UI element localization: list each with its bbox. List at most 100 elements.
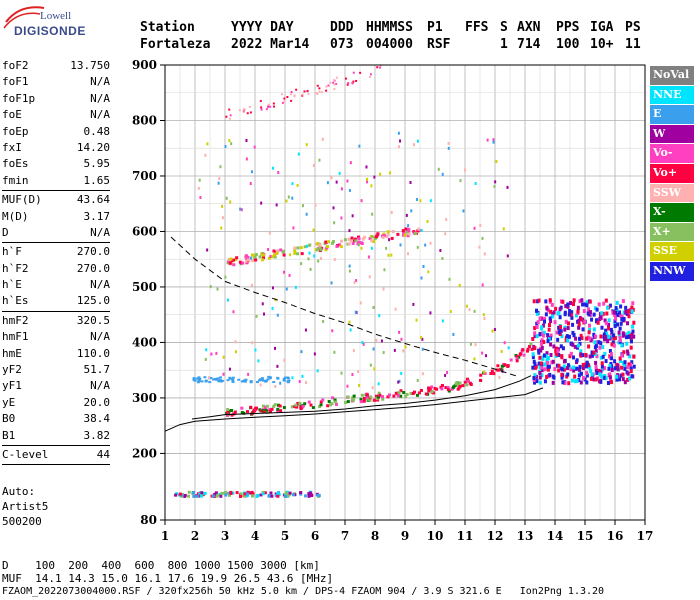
echo-point <box>618 356 622 361</box>
echo-point <box>268 493 272 497</box>
echo-point <box>619 373 623 378</box>
echo-point <box>624 335 628 340</box>
echo-point <box>230 142 233 146</box>
echo-point <box>332 206 335 210</box>
echo-point <box>326 245 330 249</box>
x-tick-label: 7 <box>341 529 349 543</box>
echo-point <box>465 383 469 387</box>
echo-point <box>353 280 356 284</box>
echo-point <box>227 491 231 495</box>
echo-point <box>204 379 208 382</box>
echo-point <box>397 391 401 395</box>
echo-point <box>572 368 576 373</box>
echo-point <box>309 403 313 407</box>
echo-point <box>230 409 234 413</box>
echo-point <box>588 336 592 341</box>
echo-point <box>544 354 548 359</box>
echo-point <box>317 259 320 263</box>
echo-point <box>546 339 550 344</box>
echo-point <box>377 395 381 399</box>
header-s: S <box>500 20 508 35</box>
echo-point <box>449 310 452 314</box>
echo-point <box>570 310 574 315</box>
echo-point <box>284 491 288 495</box>
echo-point <box>627 309 631 314</box>
param-row: hmE 110.0 <box>2 346 110 360</box>
header-date-value: 2022 Mar14 <box>231 37 310 52</box>
echo-point <box>233 410 237 414</box>
param-row: fxI 14.20 <box>2 140 110 154</box>
echo-point <box>240 208 243 212</box>
parameters-panel: foF2 13.750 foF1 N/A foF1p N/A foE N/A foEp 0… <box>2 58 110 466</box>
echo-point <box>506 185 509 189</box>
echo-point <box>592 332 596 337</box>
echo-point <box>615 377 619 382</box>
param-row: foF1p N/A <box>2 91 110 105</box>
echo-point <box>308 251 311 255</box>
echo-point <box>276 409 280 413</box>
legend-item-noval: NoVal <box>650 66 694 85</box>
legend-item-vo-plus: Vo+ <box>650 163 694 183</box>
echo-point <box>277 170 280 174</box>
echo-point <box>607 366 611 371</box>
echo-point <box>391 229 395 233</box>
echo-point <box>249 182 252 186</box>
echo-point <box>575 358 579 363</box>
param-group-profile: hmF2 320.5 hmF1 N/A hmE 110.0 yF2 51.7 yF1 N/… <box>2 313 110 444</box>
echo-point <box>203 491 207 495</box>
echo-point <box>416 229 420 233</box>
echo-point <box>405 213 408 217</box>
echo-point <box>324 248 328 252</box>
echo-point <box>303 245 307 249</box>
echo-point <box>402 391 406 395</box>
echo-point <box>362 399 366 403</box>
echo-point <box>585 370 589 375</box>
polarization-legend: NoVal NNE E W Vo- Vo+ SSW X- X+ SSE NNW <box>650 66 694 282</box>
echo-point <box>538 375 542 380</box>
echo-point <box>539 348 543 353</box>
echo-point <box>540 368 544 373</box>
echo-point <box>307 494 311 498</box>
echo-point <box>492 140 495 144</box>
echo-point <box>416 378 419 382</box>
echo-point <box>561 299 565 304</box>
divider <box>2 190 110 192</box>
echo-point <box>596 376 600 381</box>
echo-point <box>592 327 596 332</box>
echo-point <box>215 351 218 355</box>
echo-point <box>420 336 423 340</box>
echo-point <box>485 354 488 358</box>
echo-point <box>458 381 462 385</box>
echo-point <box>297 152 300 156</box>
echo-point <box>590 317 594 322</box>
echo-point <box>338 243 342 247</box>
echo-point <box>594 360 598 365</box>
echo-point <box>183 493 187 497</box>
echo-point <box>422 264 425 268</box>
echo-point <box>533 362 537 367</box>
echo-point <box>197 380 201 383</box>
echo-point <box>232 310 235 314</box>
echo-point <box>452 332 455 336</box>
legend-item-vo-minus: Vo- <box>650 144 694 163</box>
echo-point <box>375 397 379 401</box>
echo-point <box>579 333 583 338</box>
echo-point <box>259 378 263 381</box>
echo-point <box>600 374 604 379</box>
echo-point <box>219 376 223 379</box>
echo-point <box>446 386 450 390</box>
echo-point <box>286 493 290 497</box>
echo-point <box>560 354 564 359</box>
echo-point <box>628 354 632 359</box>
echo-point <box>625 349 629 354</box>
echo-point <box>573 344 577 349</box>
echo-point <box>193 379 197 382</box>
echo-point <box>340 371 343 375</box>
echo-point <box>375 338 378 342</box>
echo-point <box>331 240 335 244</box>
echo-point <box>403 233 407 237</box>
echo-point <box>599 355 603 360</box>
echo-point <box>293 249 297 253</box>
echo-point <box>610 342 614 347</box>
echo-point <box>282 377 286 380</box>
